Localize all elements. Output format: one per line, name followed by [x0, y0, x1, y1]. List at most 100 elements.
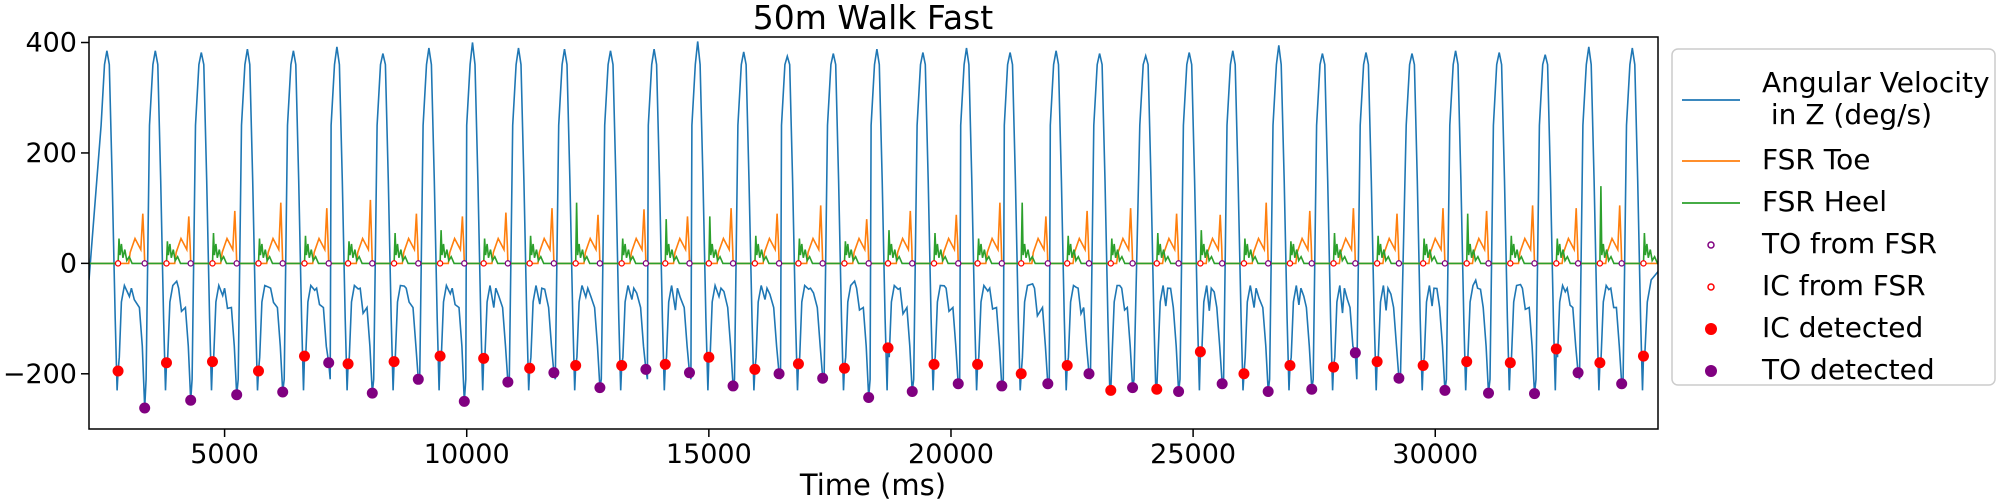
- ic-detected-point: [659, 358, 671, 370]
- ic-fsr-point: [301, 260, 308, 267]
- to-detected-point: [185, 394, 197, 406]
- to-detected-point: [139, 402, 151, 414]
- x-tick-label: 10000: [424, 439, 510, 470]
- fsr-toe-line: [89, 199, 1658, 265]
- ic-fsr-point: [114, 260, 122, 267]
- to-fsr-point: [369, 260, 376, 267]
- legend-label: FSR Heel: [1762, 185, 1887, 218]
- to-detected-point: [1042, 378, 1054, 390]
- to-fsr-point: [1085, 260, 1093, 267]
- to-detected-point: [1529, 388, 1541, 400]
- ic-detected-point: [342, 358, 354, 370]
- to-fsr-point: [1395, 260, 1403, 267]
- to-fsr-point: [1352, 260, 1359, 267]
- to-detected-point: [640, 363, 652, 375]
- to-detected-point: [863, 392, 875, 404]
- ic-fsr-point: [255, 260, 262, 267]
- ic-fsr-point: [1463, 260, 1470, 267]
- ic-detected-point: [1238, 368, 1250, 380]
- ic-fsr-point: [209, 260, 216, 267]
- ic-detected-point: [478, 352, 490, 364]
- legend-swatch: [1705, 365, 1717, 377]
- ic-detected-point: [792, 358, 804, 370]
- ic-detected-point: [252, 365, 264, 377]
- to-fsr-point: [596, 260, 604, 267]
- ic-fsr-point: [526, 260, 533, 267]
- to-detected-point: [1483, 387, 1495, 399]
- legend-swatch: [1707, 283, 1715, 291]
- to-detected-point: [906, 385, 918, 397]
- to-fsr-point: [279, 260, 286, 267]
- to-fsr-point: [775, 260, 783, 267]
- x-tick-label: 5000: [190, 439, 259, 470]
- ic-fsr-point: [1373, 260, 1381, 267]
- to-fsr-point: [1129, 260, 1136, 267]
- to-detected-point: [996, 380, 1008, 392]
- ic-detected-point: [928, 358, 940, 370]
- ic-fsr-point: [1240, 260, 1248, 267]
- to-detected-point: [548, 367, 560, 379]
- to-detected-point: [458, 395, 470, 407]
- ic-fsr-point: [1507, 260, 1514, 267]
- to-detected-point: [594, 382, 606, 394]
- to-fsr-point: [325, 260, 332, 267]
- ic-fsr-point: [618, 260, 625, 267]
- to-fsr-point: [187, 260, 194, 267]
- to-fsr-point: [686, 260, 693, 267]
- legend-label: TO from FSR: [1761, 227, 1937, 260]
- to-fsr-point: [233, 260, 240, 267]
- to-fsr-point: [865, 260, 872, 267]
- y-tick-label: −200: [3, 359, 77, 390]
- y-tick-label: 400: [25, 28, 77, 59]
- ic-fsr-point: [795, 260, 802, 267]
- to-detected-point: [231, 389, 243, 401]
- x-tick-label: 20000: [908, 439, 994, 470]
- to-fsr-point: [415, 260, 422, 267]
- to-detected-point: [277, 386, 289, 398]
- legend-swatch: [1705, 323, 1717, 335]
- ic-detected-point: [749, 363, 761, 375]
- to-detected-point: [1439, 384, 1451, 396]
- ic-fsr-point: [1153, 260, 1161, 267]
- ic-detected-point: [1194, 346, 1206, 358]
- ic-detected-point: [1105, 384, 1117, 396]
- to-detected-point: [1349, 347, 1361, 359]
- ic-fsr-point: [163, 260, 170, 267]
- to-detected-point: [683, 367, 695, 379]
- ic-fsr-point: [841, 260, 848, 267]
- to-fsr-point: [504, 260, 512, 267]
- to-detected-point: [366, 387, 378, 399]
- chart-title: 50m Walk Fast: [753, 0, 994, 37]
- ic-detected-point: [703, 351, 715, 363]
- legend-box: [1671, 48, 1996, 386]
- ic-fsr-point: [974, 260, 981, 267]
- y-tick-label: 0: [60, 248, 77, 279]
- to-fsr-point: [642, 260, 650, 267]
- ic-fsr-point: [884, 260, 892, 267]
- ic-fsr-point: [1017, 260, 1025, 267]
- to-fsr-point: [998, 260, 1006, 267]
- to-detected-point: [412, 373, 424, 385]
- to-detected-point: [1216, 378, 1228, 390]
- ic-fsr-point: [1596, 260, 1604, 267]
- ic-fsr-point: [1640, 260, 1647, 267]
- ic-detected-point: [972, 358, 984, 370]
- angular-velocity-line: [89, 41, 1658, 409]
- x-tick-label: 25000: [1150, 439, 1236, 470]
- legend-label: IC detected: [1762, 311, 1923, 344]
- to-fsr-point: [1574, 260, 1582, 267]
- fsr-heel-line: [89, 186, 1658, 265]
- to-fsr-point: [954, 260, 962, 267]
- ic-detected-point: [298, 350, 310, 362]
- ic-detected-point: [838, 362, 850, 374]
- ic-detected-point: [1284, 360, 1296, 372]
- ic-detected-point: [434, 350, 446, 362]
- ic-detected-point: [1550, 343, 1562, 355]
- to-detected-point: [1572, 367, 1584, 379]
- ic-fsr-point: [1419, 260, 1427, 267]
- ic-fsr-point: [705, 260, 713, 267]
- ic-detected-point: [206, 356, 218, 368]
- ic-detected-point: [112, 365, 124, 377]
- legend-label: FSR Toe: [1762, 143, 1870, 176]
